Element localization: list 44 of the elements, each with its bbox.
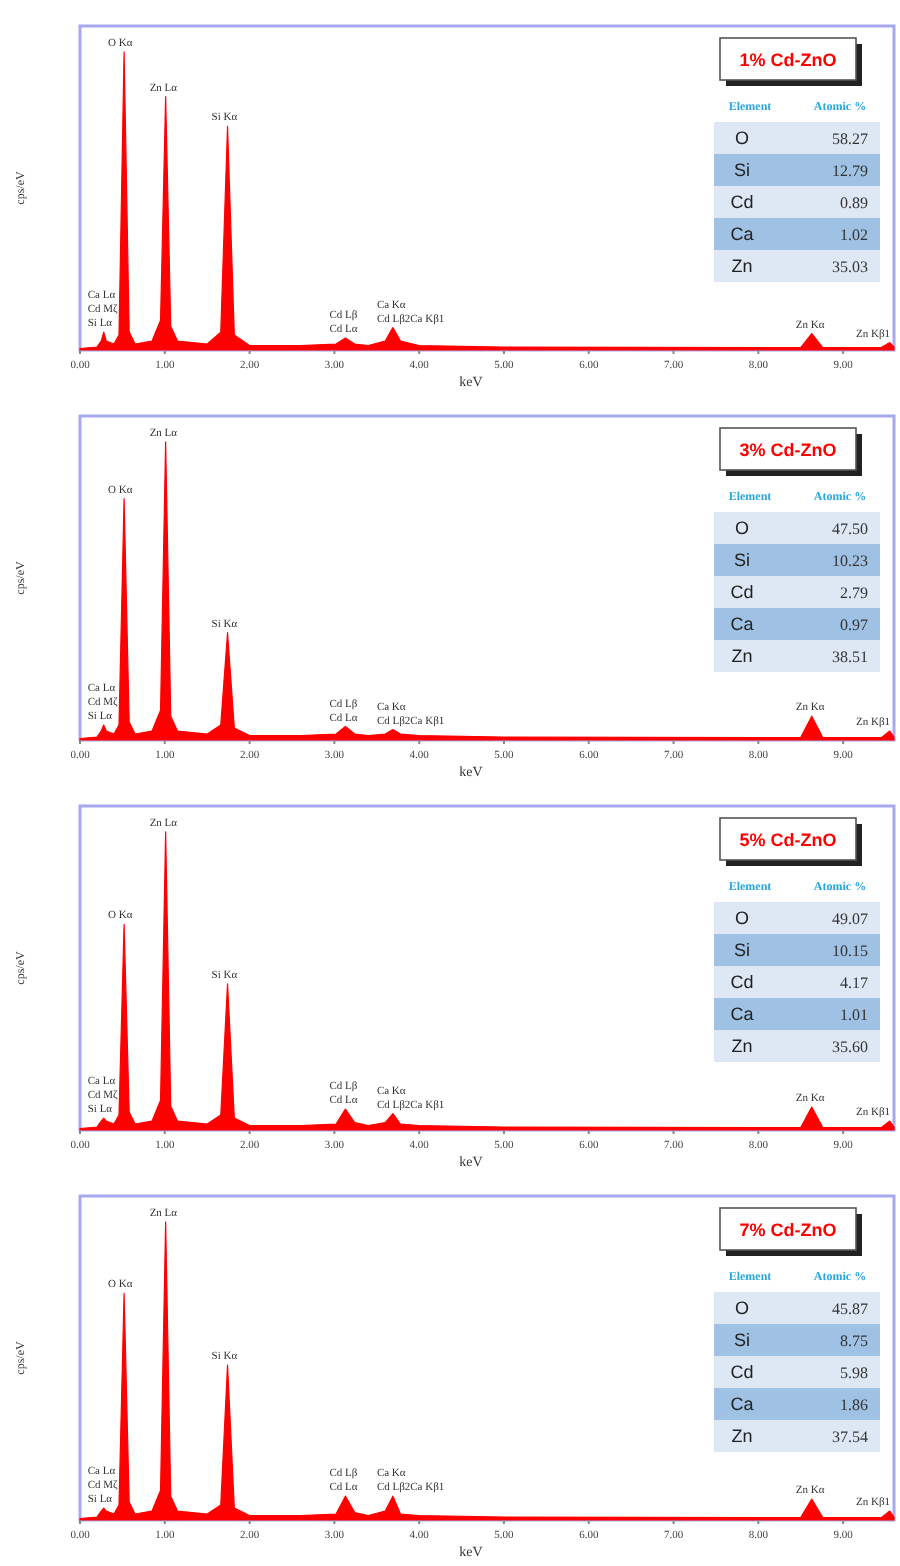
annotation: 1.86 <box>840 1396 868 1414</box>
annotation: 35.03 <box>832 258 868 276</box>
annotation: Si <box>733 1330 751 1350</box>
annotation: 8.75 <box>840 1332 868 1350</box>
annotation: O <box>734 518 750 538</box>
annotation: 35.60 <box>832 1038 868 1056</box>
annotation: 5.98 <box>840 1364 868 1382</box>
chart-title: 3% Cd-ZnO <box>739 440 837 460</box>
annotation: Si <box>733 940 751 960</box>
annotation: 10.23 <box>832 552 868 570</box>
annotation: 37.54 <box>832 1428 868 1446</box>
chart-title: 5% Cd-ZnO <box>739 830 837 850</box>
annotation: Ca <box>730 1004 754 1024</box>
chart-title: 7% Cd-ZnO <box>739 1220 837 1240</box>
annotation: Si <box>733 160 751 180</box>
annotation: 47.50 <box>832 520 868 538</box>
annotation: 10.15 <box>832 942 868 960</box>
annotation: 45.87 <box>832 1300 868 1318</box>
annotation: 1.01 <box>840 1006 868 1024</box>
annotation: O <box>734 908 750 928</box>
annotation: Cd <box>730 192 754 212</box>
annotation: 0.89 <box>840 194 868 212</box>
annotation: Cd <box>730 1362 754 1382</box>
annotation: Ca <box>730 224 754 244</box>
chart-title: 1% Cd-ZnO <box>739 50 837 70</box>
annotation: O <box>734 128 750 148</box>
annotation: 2.79 <box>840 584 868 602</box>
annotation: Zn <box>731 1036 753 1056</box>
annotation: 49.07 <box>832 910 868 928</box>
annotation: Cd <box>730 582 754 602</box>
annotation: Zn <box>731 256 753 276</box>
annotation: 12.79 <box>832 162 868 180</box>
annotation: 38.51 <box>832 648 868 666</box>
annotation: 1.02 <box>840 226 868 244</box>
annotation: O <box>734 1298 750 1318</box>
annotation: Si <box>733 550 751 570</box>
annotation: 58.27 <box>832 130 868 148</box>
annotation: Zn <box>731 646 753 666</box>
annotation: Ca <box>730 614 754 634</box>
annotation: Cd <box>730 972 754 992</box>
annotation: 4.17 <box>840 974 868 992</box>
annotation: Ca <box>730 1394 754 1414</box>
annotation: Zn <box>731 1426 753 1446</box>
annotation: 0.97 <box>840 616 868 634</box>
